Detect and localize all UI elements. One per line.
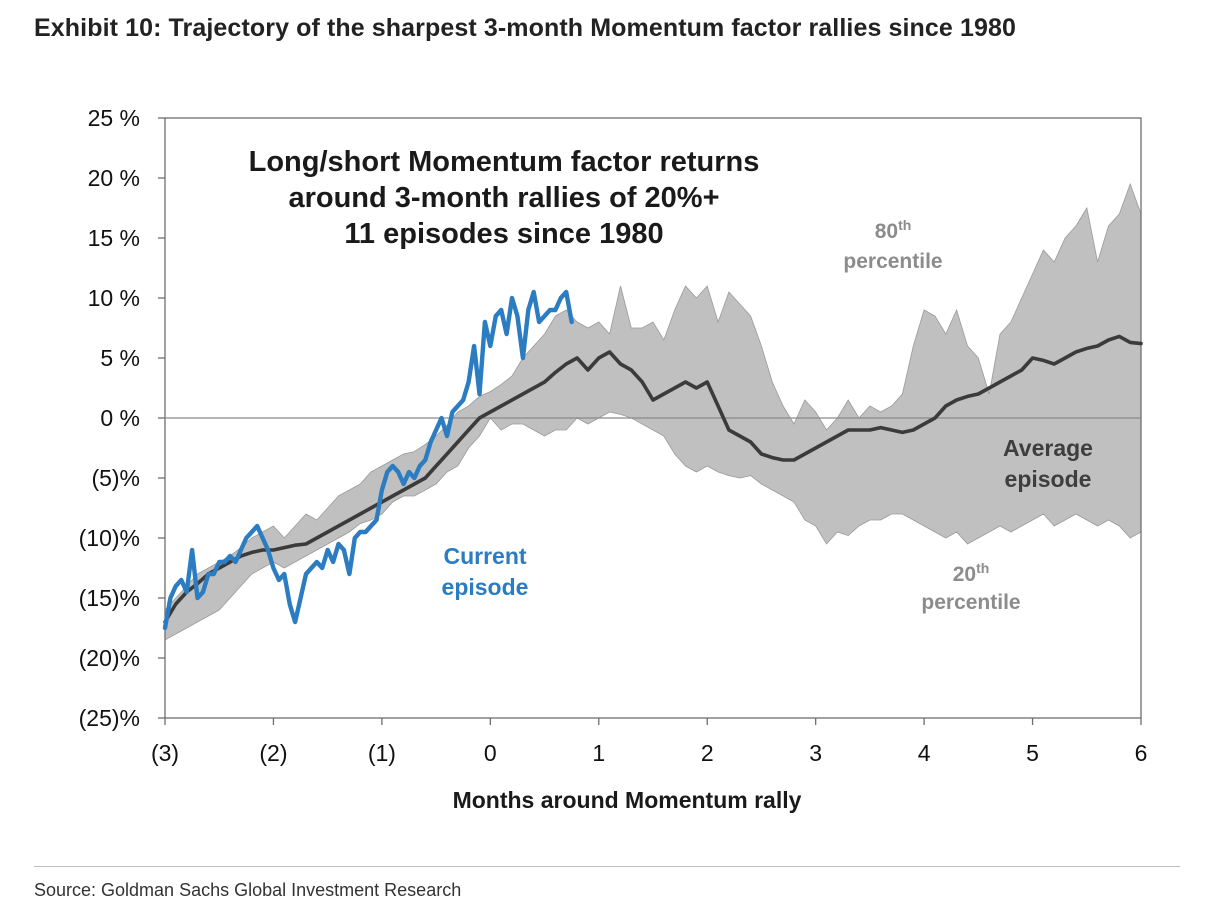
average-label-line-1: Average — [1003, 435, 1093, 461]
headline-line-3: 11 episodes since 1980 — [344, 218, 663, 250]
x-tick-label: (2) — [259, 740, 287, 766]
y-tick-label: 5 % — [100, 345, 140, 371]
plot-frame — [158, 117, 1142, 725]
x-tick-label: (3) — [151, 740, 179, 766]
percentile-band-layer — [164, 182, 1142, 641]
y-tick-label: 25 % — [88, 105, 140, 131]
x-tick-label: 5 — [1026, 740, 1039, 766]
p80-label-number: 80th — [875, 217, 912, 243]
x-tick-label: 3 — [809, 740, 822, 766]
x-tick-label: (1) — [368, 740, 396, 766]
y-tick-label: 10 % — [88, 285, 140, 311]
exhibit-title: Exhibit 10: Trajectory of the sharpest 3… — [34, 14, 1016, 42]
y-tick-label: 0 % — [100, 405, 140, 431]
y-tick-label: (15)% — [79, 585, 140, 611]
x-axis-label: Months around Momentum rally — [453, 787, 802, 813]
headline-line-1: Long/short Momentum factor returns — [249, 146, 760, 178]
p20-label-word: percentile — [921, 591, 1020, 614]
x-tick-label: 4 — [918, 740, 931, 766]
percentile-band-area — [164, 182, 1142, 641]
y-tick-label: (25)% — [79, 705, 140, 731]
current-label-line-2: episode — [442, 574, 529, 600]
momentum-chart: 25 % 20 % 15 % 10 % 5 % 0 % (5)% (10)% (15)% (20)… — [79, 105, 1148, 813]
y-tick-label: (10)% — [79, 525, 140, 551]
x-tick-label: 2 — [701, 740, 714, 766]
y-axis-ticks: 25 % 20 % 15 % 10 % 5 % 0 % (5)% (10)% (15)% (20)… — [79, 105, 140, 731]
p80-label-word: percentile — [843, 250, 942, 273]
y-tick-label: (5)% — [91, 465, 140, 491]
current-label-line-1: Current — [443, 543, 526, 569]
headline-line-2: around 3-month rallies of 20%+ — [288, 182, 719, 214]
average-episode-line — [163, 334, 1143, 624]
x-tick-label: 0 — [484, 740, 497, 766]
x-tick-label: 1 — [592, 740, 605, 766]
source-divider — [34, 866, 1180, 867]
average-label-line-2: episode — [1005, 466, 1092, 492]
series-line-layer — [162, 289, 1143, 631]
p80-suffix: th — [898, 217, 911, 233]
current-episode-line — [162, 289, 574, 631]
p20-label-number: 20th — [953, 560, 990, 586]
p20-number: 20 — [953, 563, 976, 586]
p80-number: 80 — [875, 220, 898, 243]
y-tick-label: 15 % — [88, 225, 140, 251]
source-note: Source: Goldman Sachs Global Investment … — [34, 880, 462, 900]
chart-annotations: Long/short Momentum factor returns aroun… — [249, 146, 1093, 813]
x-tick-label: 6 — [1135, 740, 1148, 766]
p20-suffix: th — [976, 560, 989, 576]
y-tick-label: (20)% — [79, 645, 140, 671]
y-tick-label: 20 % — [88, 165, 140, 191]
x-axis-ticks: (3) (2) (1) 0 1 2 3 4 5 6 — [151, 740, 1147, 766]
